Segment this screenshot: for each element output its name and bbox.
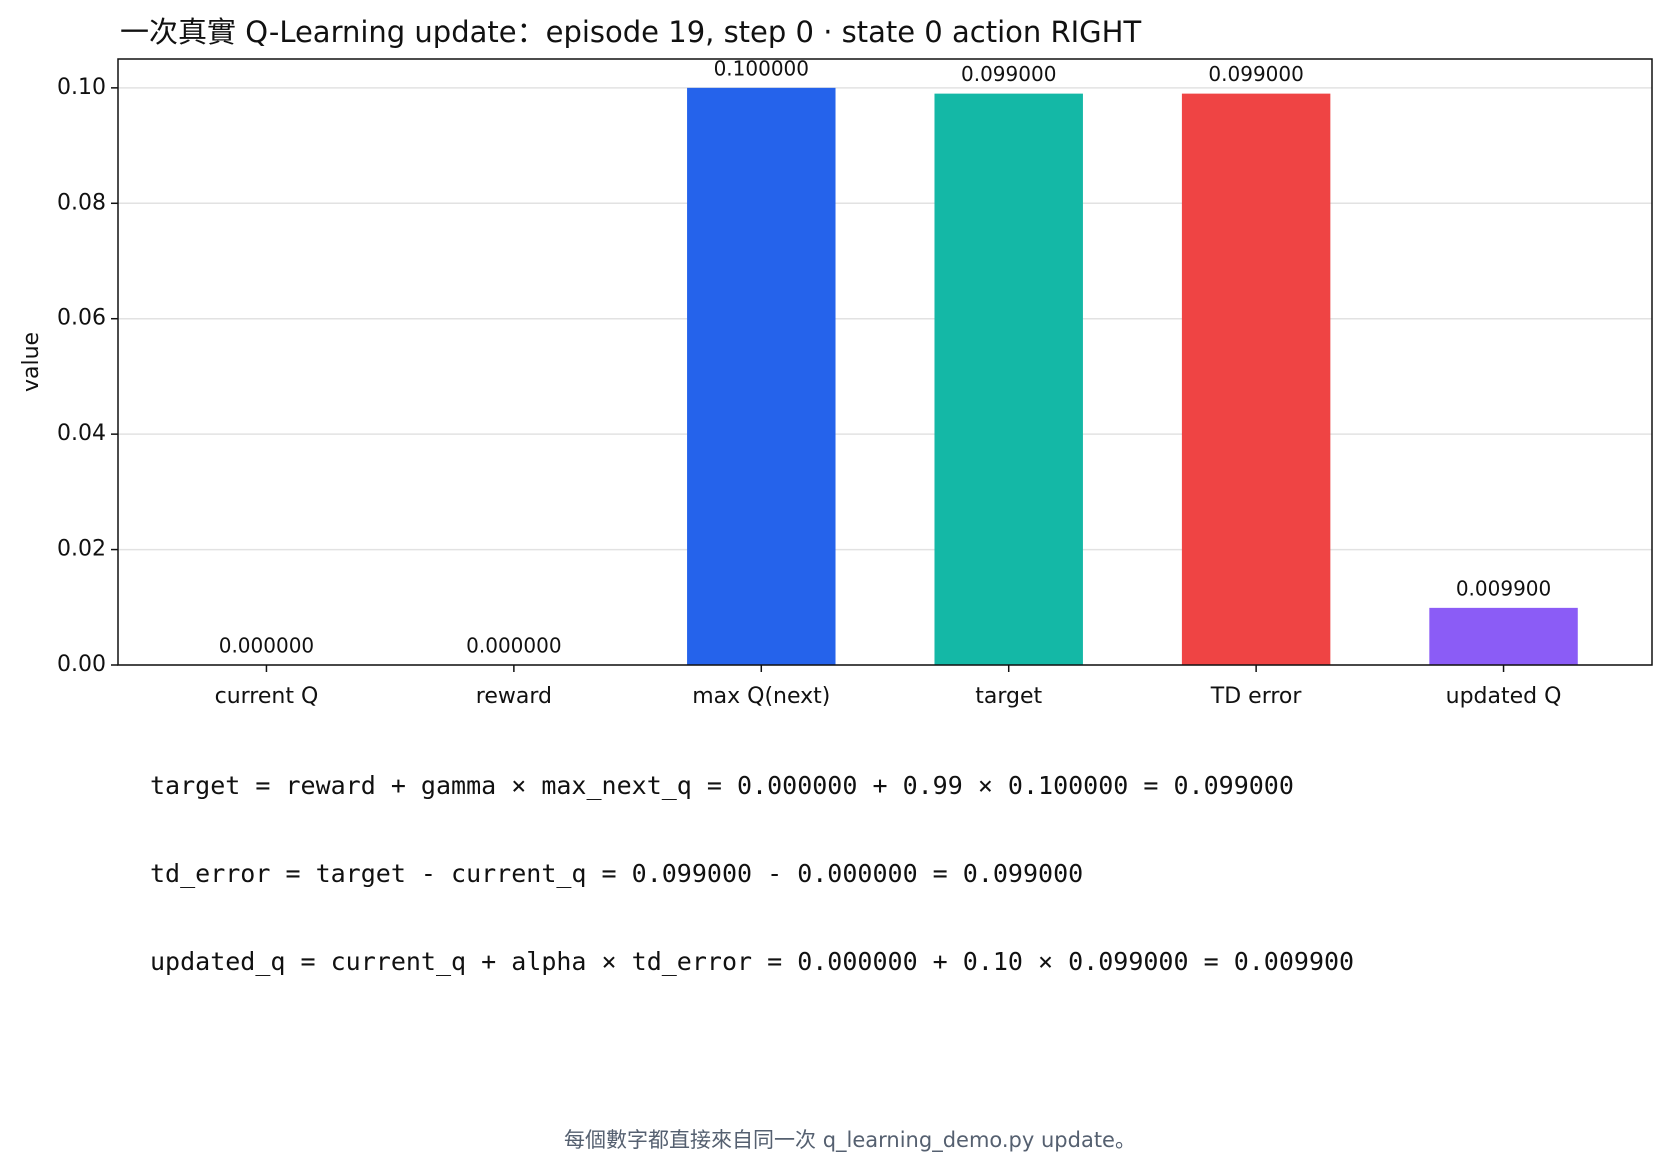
bar — [1181, 93, 1331, 666]
y-tick-label: 0.00 — [57, 652, 106, 677]
y-tick-label: 0.08 — [57, 190, 106, 215]
plot-frame — [117, 58, 1653, 666]
x-tick-label: TD error — [1210, 684, 1303, 709]
y-tick-label: 0.10 — [57, 75, 106, 100]
value-label: 0.000000 — [219, 634, 314, 658]
formula: td_error = target - current_q = 0.099000… — [150, 859, 1083, 888]
y-tick-label: 0.04 — [57, 421, 106, 446]
value-label: 0.000000 — [466, 634, 561, 658]
value-label: 0.100000 — [714, 56, 809, 80]
bar — [687, 87, 836, 666]
bar — [1429, 607, 1578, 665]
y-axis-label: value — [19, 332, 44, 392]
x-tick-label: updated Q — [1446, 684, 1562, 709]
y-tick-label: 0.06 — [57, 306, 106, 331]
y-tick-label: 0.02 — [57, 537, 106, 562]
x-tick-label: target — [975, 684, 1042, 709]
formula: updated_q = current_q + alpha × td_error… — [150, 947, 1354, 976]
value-label: 0.099000 — [961, 62, 1056, 86]
x-tick-label: reward — [476, 684, 552, 709]
formula: target = reward + gamma × max_next_q = 0… — [150, 771, 1294, 800]
x-tick-label: current Q — [215, 684, 319, 709]
chart-title: 一次真實 Q-Learning update：episode 19, step … — [120, 15, 1141, 49]
x-tick-label: max Q(next) — [692, 684, 830, 709]
value-label: 0.099000 — [1208, 62, 1303, 86]
value-label: 0.009900 — [1456, 576, 1551, 600]
bar — [934, 93, 1083, 666]
footnote: 每個數字都直接來自同一次 q_learning_demo.py update。 — [564, 1128, 1136, 1153]
